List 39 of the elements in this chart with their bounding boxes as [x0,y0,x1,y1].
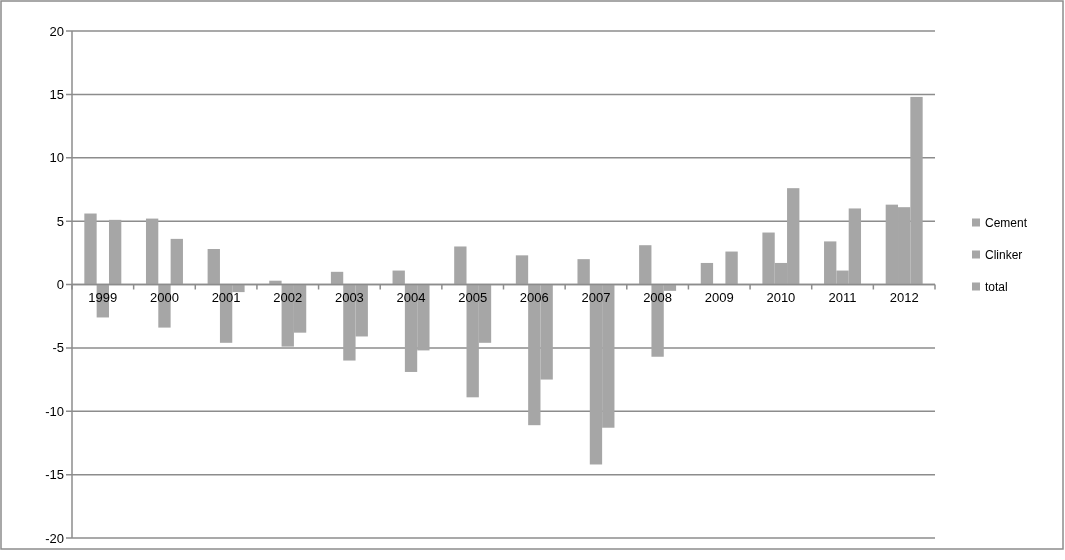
y-tick-label: -15 [45,467,64,483]
bar [639,245,652,285]
y-tick-label: 0 [56,277,64,293]
x-tick-label: 2003 [334,289,364,305]
bar [392,270,405,285]
bar [515,255,529,285]
x-tick-label: 2000 [150,289,179,305]
x-tick-label: 2010 [766,289,796,305]
x-tick-label: 2004 [396,289,426,305]
x-tick-label: 2005 [458,289,488,305]
x-tick-label: 2008 [643,289,673,305]
y-tick-label: -10 [45,403,64,419]
x-tick-label: 2012 [889,289,919,305]
bar [330,271,344,285]
bar [700,262,714,285]
bar [207,249,220,285]
bar [725,251,738,285]
bar [170,238,183,285]
x-tick-label: 2001 [211,289,241,305]
legend-label: Clinker [985,247,1023,262]
x-tick-label: 2009 [704,289,734,305]
legend-label: Cement [985,215,1028,230]
x-tick-label: 2011 [828,289,857,305]
y-tick-label: 10 [49,150,64,166]
y-tick-label: 5 [56,213,64,229]
x-tick-label: 2007 [581,289,611,305]
y-tick-label: -20 [45,530,64,546]
bar [577,259,590,285]
y-tick-label: -5 [52,340,64,356]
y-tick-label: 15 [49,86,64,102]
x-tick-label: 2002 [273,289,303,305]
x-tick-label: 2006 [519,289,549,305]
legend-label: total [985,279,1008,294]
x-tick-label: 1999 [88,289,118,305]
bar [454,246,467,285]
bar [84,213,97,285]
y-tick-label: 20 [49,23,64,39]
bar [145,218,159,285]
bar [108,219,122,285]
